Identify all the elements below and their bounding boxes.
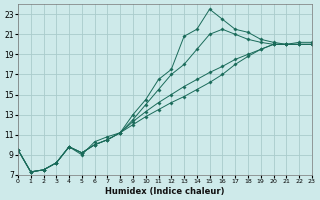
X-axis label: Humidex (Indice chaleur): Humidex (Indice chaleur) (105, 187, 225, 196)
